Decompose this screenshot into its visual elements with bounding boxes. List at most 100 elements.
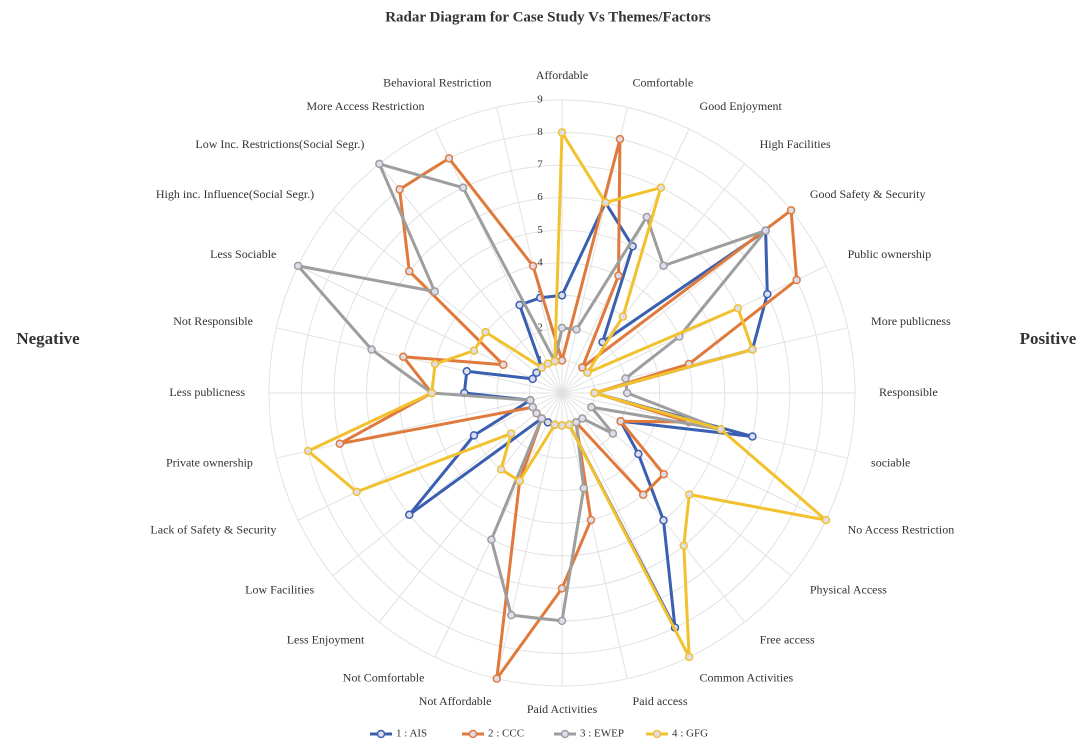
series-marker xyxy=(616,417,625,426)
spoke xyxy=(561,163,746,394)
spoke xyxy=(332,392,563,577)
spoke xyxy=(561,392,628,679)
series-line xyxy=(338,137,799,681)
series-marker xyxy=(492,674,502,683)
category-label: Low Facilities xyxy=(245,582,314,596)
series-marker xyxy=(578,414,587,423)
spoke xyxy=(561,392,792,577)
category-label: Good Enjoyment xyxy=(700,99,783,113)
series-marker xyxy=(487,535,496,544)
series-marker xyxy=(572,325,581,334)
series-marker xyxy=(634,449,643,459)
category-label: High Facilities xyxy=(760,137,831,151)
series-marker xyxy=(532,409,541,418)
series-marker xyxy=(469,431,479,440)
category-label: Low Inc. Restrictions(Social Segr.) xyxy=(195,137,364,151)
series-marker xyxy=(469,346,479,355)
category-label: High inc. Influence(Social Segr.) xyxy=(156,187,314,201)
category-label: Free access xyxy=(760,633,815,647)
category-label: Affordable xyxy=(536,68,588,82)
series xyxy=(335,134,801,683)
series-marker xyxy=(557,616,567,626)
series-marker xyxy=(543,359,553,368)
category-label: Physical Access xyxy=(810,582,887,596)
series-marker xyxy=(586,515,596,525)
series-marker xyxy=(537,414,546,423)
series-marker xyxy=(462,367,472,376)
series-marker xyxy=(622,388,632,398)
series-marker xyxy=(571,418,581,427)
series-marker xyxy=(430,359,440,369)
series-marker xyxy=(733,303,743,313)
series-marker xyxy=(528,402,537,412)
series-marker xyxy=(684,652,694,662)
series-marker xyxy=(515,476,524,486)
r-tick-label: 4 xyxy=(537,256,543,268)
legend-label: 4 : GFG xyxy=(672,728,708,740)
category-label: Not Affordable xyxy=(419,694,492,708)
series-marker xyxy=(748,345,757,354)
legend-swatch xyxy=(376,729,386,739)
series-marker xyxy=(608,429,618,438)
category-label: Less publicness xyxy=(169,385,245,399)
series-marker xyxy=(532,368,541,377)
series-marker xyxy=(395,185,404,194)
series-marker xyxy=(786,206,796,215)
r-tick-label: 8 xyxy=(537,126,543,138)
legend-label: 1 : AIS xyxy=(396,728,427,740)
chart-title: Radar Diagram for Case Study Vs Themes/F… xyxy=(385,9,711,25)
series-marker xyxy=(763,289,772,299)
category-label: Comfortable xyxy=(633,76,694,90)
series-marker xyxy=(659,261,668,270)
r-tick-label: 7 xyxy=(537,159,543,171)
series-marker xyxy=(578,363,587,372)
series-marker xyxy=(550,357,560,366)
spoke xyxy=(496,392,563,679)
category-label: Not Comfortable xyxy=(343,670,425,684)
series-marker xyxy=(507,610,516,620)
series-marker xyxy=(352,487,361,497)
category-label: Responsible xyxy=(879,385,938,399)
series-marker xyxy=(506,429,516,438)
legend-swatch xyxy=(560,729,570,739)
legend-label: 3 : EWEP xyxy=(580,728,624,740)
series-marker xyxy=(761,226,770,235)
category-label: Common Activities xyxy=(700,670,794,684)
series-marker xyxy=(499,360,508,369)
category-label: No Access Restriction xyxy=(848,522,955,536)
spoke xyxy=(276,392,563,459)
series-marker xyxy=(557,421,567,430)
series-marker xyxy=(405,510,414,520)
spoke xyxy=(297,265,563,394)
category-label: More publicness xyxy=(871,314,951,328)
series-marker xyxy=(496,465,506,474)
legend-label: 2 : CCC xyxy=(488,728,524,740)
series-marker xyxy=(557,291,567,300)
series-marker xyxy=(748,432,757,441)
spoke xyxy=(378,392,563,623)
series-marker xyxy=(526,395,535,405)
series-marker xyxy=(587,402,596,412)
series-marker xyxy=(303,446,313,456)
category-label: Less Enjoyment xyxy=(287,633,365,647)
series-marker xyxy=(293,261,303,271)
series-marker xyxy=(557,584,567,593)
series-marker xyxy=(621,374,630,383)
series-marker xyxy=(528,374,537,384)
category-label: Lack of Safety & Security xyxy=(150,522,276,536)
legend-swatch xyxy=(468,729,478,739)
category-label: Behavioral Restriction xyxy=(383,76,491,90)
series-marker xyxy=(557,356,567,365)
series-marker xyxy=(427,388,437,398)
series xyxy=(293,159,770,626)
series-marker xyxy=(679,541,689,550)
series-marker xyxy=(601,198,610,207)
series xyxy=(303,128,831,662)
series-marker xyxy=(685,490,694,499)
spoke xyxy=(496,107,563,394)
series-marker xyxy=(557,128,567,137)
series-marker xyxy=(458,183,468,192)
series-marker xyxy=(557,323,567,333)
spoke xyxy=(561,327,848,394)
